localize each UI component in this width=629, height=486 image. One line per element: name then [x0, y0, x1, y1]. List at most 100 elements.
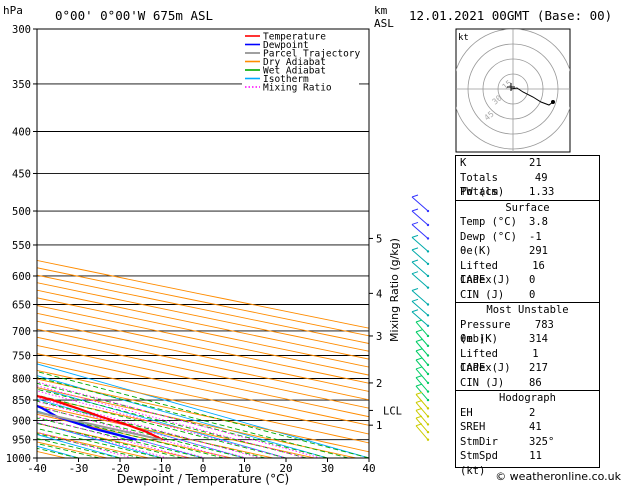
hodograph-storm-marker	[507, 83, 515, 91]
index-row: PW (cm) 1.33	[456, 185, 599, 200]
hodograph-index-label: SREH	[460, 421, 486, 433]
legend-label: Isotherm	[263, 74, 309, 85]
most-unstable-value: 783	[534, 318, 554, 331]
wind-barb-dot	[426, 262, 430, 266]
wind-barb-flag	[415, 391, 423, 395]
most-unstable-value: 1	[532, 347, 539, 360]
y-tick-label: 500	[12, 206, 31, 218]
y-tick-label: 700	[12, 326, 31, 338]
surface-value: 3.8	[529, 216, 548, 228]
surface-value: 291	[529, 245, 548, 257]
most-unstable-label: Lifted Index	[460, 347, 498, 375]
wind-barb-dot	[426, 415, 430, 418]
surface-value: 0	[529, 274, 536, 286]
unstable-title: Most Unstable	[486, 304, 569, 316]
surface-row: Lifted Index 16	[456, 259, 599, 287]
wind-barb-dot	[426, 344, 430, 348]
x-tick-label: 30	[321, 462, 334, 475]
wind-barb-flag	[415, 319, 423, 323]
surface-label: CIN (J)	[460, 288, 505, 301]
mixing-ratio-line	[37, 397, 261, 458]
hodograph-end-dot	[551, 100, 555, 104]
surface-title: Surface	[505, 201, 550, 214]
dry-adiabat-line	[37, 267, 369, 337]
wind-barb-flag	[411, 247, 419, 251]
wind-barb-flag	[411, 288, 419, 291]
dry-adiabat-line	[37, 344, 369, 418]
wind-barb	[415, 331, 429, 347]
index-label: PW (cm)	[460, 186, 505, 198]
axes: 1234681015202530035040045050055060065070…	[6, 24, 402, 475]
surface-value: 16	[532, 259, 545, 272]
copyright-footer: © weatheronline.co.uk	[495, 470, 621, 483]
x-axis-title: Dewpoint / Temperature (°C)	[117, 472, 289, 486]
index-value: 21	[529, 157, 542, 169]
km-tick-label: 2	[376, 378, 382, 390]
index-row: K 21	[456, 156, 599, 171]
hodograph-index-label: StmDir	[460, 435, 498, 448]
wind-barb	[415, 410, 429, 425]
wind-barb	[411, 261, 429, 277]
wind-barb-dot	[426, 372, 430, 376]
most-unstable-row: Lifted Index 1	[456, 347, 599, 375]
wind-barb-dot	[426, 381, 430, 385]
dry-adiabat-line	[37, 282, 369, 352]
hodograph-index-row: StmSpd (kt) 11	[456, 449, 599, 477]
dry-adiabat-line	[37, 361, 369, 435]
km-tick-label: 3	[376, 331, 382, 343]
wind-barb	[415, 417, 429, 433]
legend-label: Wet Adiabat	[263, 66, 326, 77]
index-value: 49	[534, 171, 548, 184]
dry-adiabat-line	[37, 413, 232, 458]
wind-barb-dot	[426, 354, 430, 357]
hpa-label: hPa	[3, 4, 23, 17]
legend-label: Parcel Trajectory	[263, 49, 361, 60]
y-tick-label: 800	[12, 373, 31, 385]
wind-barb	[411, 210, 429, 226]
wind-barb-dot	[426, 237, 430, 240]
y2-axis-title: Mixing Ratio (g/kg)	[388, 238, 401, 342]
y-tick-label: 850	[12, 395, 31, 407]
wind-barb	[415, 321, 429, 337]
dry-adiabat-line	[37, 297, 369, 368]
hodograph-index-value: 325°	[529, 435, 555, 448]
surface-label: Dewp (°C)	[460, 230, 517, 243]
y-tick-label: 550	[12, 240, 31, 252]
y-tick-label: 350	[12, 79, 31, 91]
wind-barb	[411, 290, 429, 305]
index-label: K	[460, 157, 467, 169]
x-tick-label: 0	[200, 462, 207, 475]
x-tick-label: -10	[152, 462, 172, 475]
surface-value: 0	[529, 288, 536, 301]
hodograph-title: Hodograph	[499, 392, 556, 404]
surface-label: CAPE (J)	[460, 274, 511, 286]
index-value: 1.33	[529, 186, 555, 198]
most-unstable-row: CAPE (J) 217	[456, 361, 599, 376]
most-unstable-value: 217	[529, 362, 548, 374]
wind-barb-flag	[411, 221, 419, 225]
wind-barb-dot	[426, 209, 430, 213]
y-tick-label: 900	[12, 415, 31, 427]
hodograph-index-row: EH 2	[456, 406, 599, 421]
wind-barb	[411, 300, 429, 316]
km-tick-label: LCL	[383, 405, 402, 417]
most-unstable-row: θe (K) 314	[456, 332, 599, 347]
km-tick-label: 4	[376, 288, 382, 300]
wind-barb-dot	[426, 303, 430, 306]
most-unstable-row: Pressure (mb) 783	[456, 318, 599, 346]
hodograph-index-value: 2	[529, 406, 536, 419]
wind-barb	[415, 350, 429, 366]
surface-row: Dewp (°C) -1	[456, 230, 599, 245]
wind-barb-flag	[415, 357, 423, 361]
wind-barb-flag	[415, 400, 423, 403]
most-unstable-row: CIN (J) 86	[456, 376, 599, 391]
mixing-ratio-line	[37, 381, 321, 458]
index-row: Totals Totals 49	[456, 171, 599, 199]
dry-adiabat-line	[37, 274, 369, 344]
dry-adiabat-line	[37, 378, 369, 453]
most-unstable-label: CIN (J)	[460, 376, 505, 389]
wind-barb-dot	[426, 223, 430, 227]
